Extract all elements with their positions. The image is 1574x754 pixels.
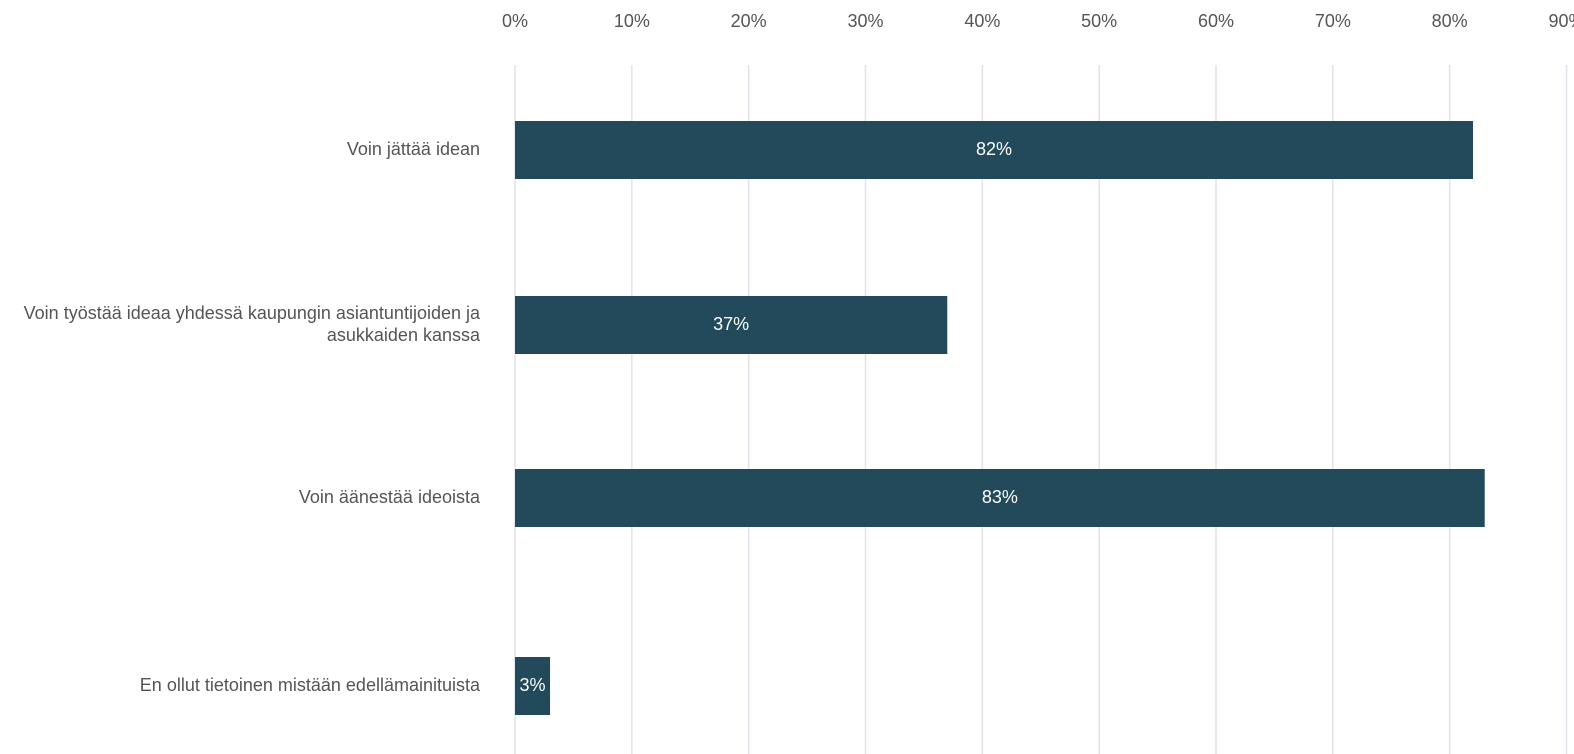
x-tick-label: 50% bbox=[1081, 11, 1117, 31]
data-label: 82% bbox=[976, 139, 1012, 159]
x-tick-label: 20% bbox=[731, 11, 767, 31]
data-label: 3% bbox=[520, 675, 546, 695]
x-tick-label: 30% bbox=[847, 11, 883, 31]
x-tick-label: 70% bbox=[1315, 11, 1351, 31]
bar bbox=[515, 469, 1485, 527]
data-label: 83% bbox=[982, 487, 1018, 507]
x-tick-label: 10% bbox=[614, 11, 650, 31]
x-tick-label: 80% bbox=[1432, 11, 1468, 31]
x-tick-label: 90% bbox=[1548, 11, 1574, 31]
y-tick-label: Voin jättää idean bbox=[347, 139, 480, 159]
y-tick-label: En ollut tietoinen mistään edellämainitu… bbox=[140, 675, 481, 695]
x-tick-label: 40% bbox=[964, 11, 1000, 31]
data-label: 37% bbox=[713, 314, 749, 334]
bar bbox=[515, 657, 551, 715]
x-tick-label: 60% bbox=[1198, 11, 1234, 31]
bar bbox=[515, 121, 1474, 179]
x-tick-label: 0% bbox=[502, 11, 528, 31]
bar bbox=[515, 296, 948, 354]
y-tick-label: Voin äänestää ideoista bbox=[299, 487, 481, 507]
y-tick-label: Voin työstää ideaa yhdessä kaupungin asi… bbox=[24, 303, 481, 345]
